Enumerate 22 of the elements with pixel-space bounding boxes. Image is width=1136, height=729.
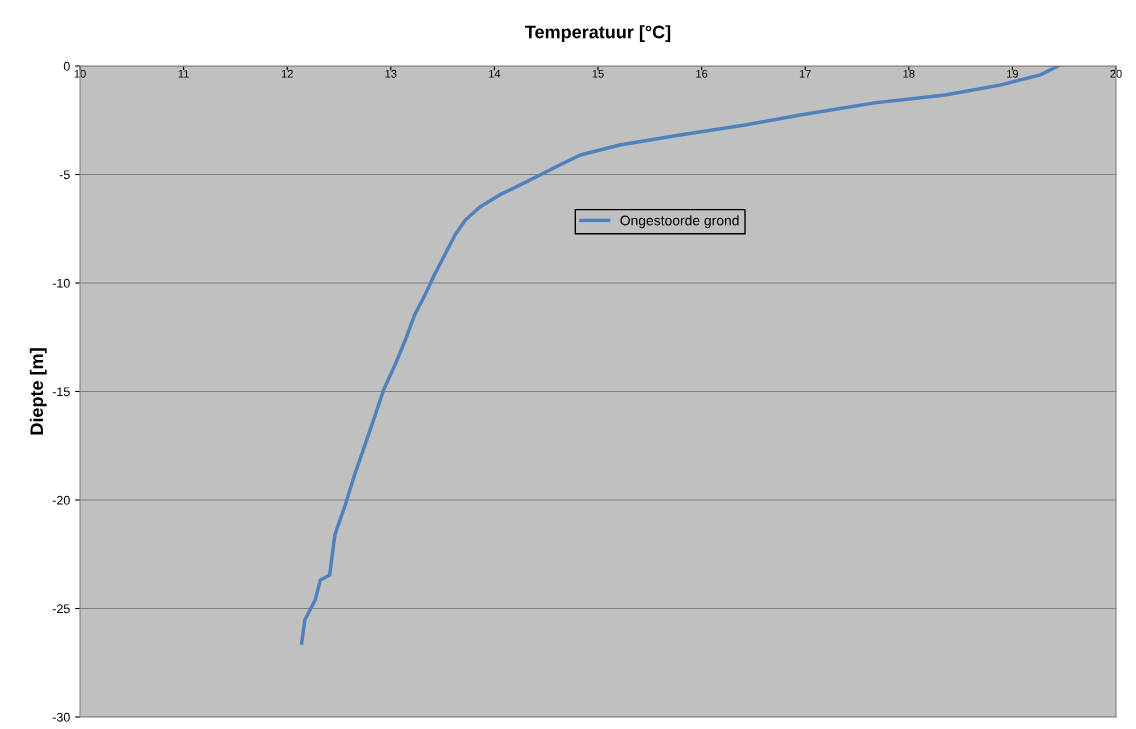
x-tick-label: 15 [592,69,604,78]
x-tick-label: 14 [489,69,501,78]
x-tick-label: 18 [903,69,915,78]
y-tick-label: 0 [63,61,70,71]
y-tick-label: -15 [52,387,70,397]
x-tick-label: 12 [281,69,293,78]
legend-label: Ongestoorde grond [620,215,739,229]
y-axis-title: Diepte [m] [29,348,47,435]
x-tick-label: 16 [696,69,708,78]
x-tick-label: 11 [178,69,189,78]
line-series [299,66,1060,645]
y-tick-label: -30 [52,712,70,722]
x-tick-label: 10 [74,69,86,78]
x-tick-label: 19 [1007,69,1019,78]
y-tick-label: -5 [59,170,70,180]
x-tick-label: 13 [385,69,397,78]
x-axis-title: Temperatuur [°C] [525,25,671,42]
y-tick-label: -25 [52,604,70,614]
x-tick-label: 20 [1110,69,1122,78]
y-tick-label: -10 [52,278,70,288]
y-tick-label: -20 [52,495,70,505]
x-tick-label: 17 [799,69,811,78]
